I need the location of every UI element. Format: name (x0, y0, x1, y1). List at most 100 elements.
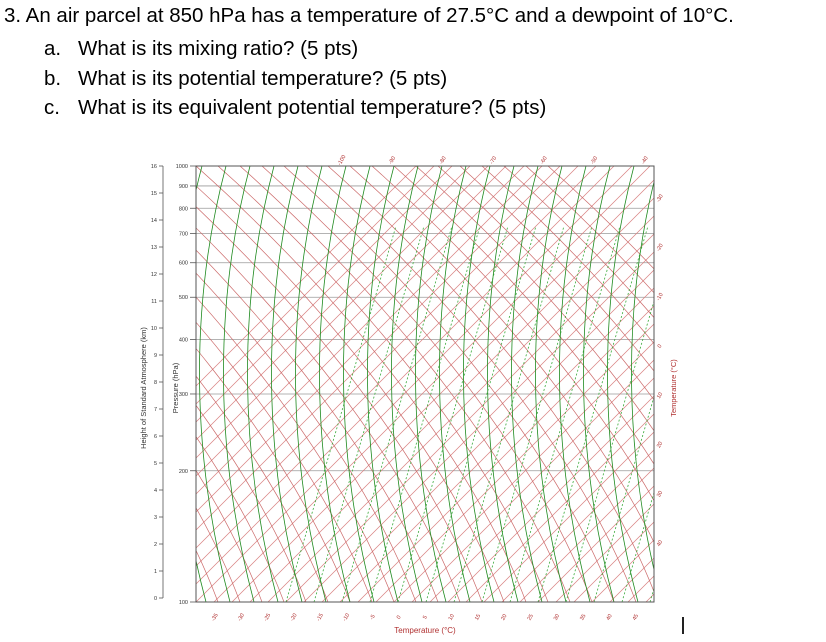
isotherm-line (196, 166, 579, 549)
right-temperature-tick-label: 10 (656, 392, 664, 400)
isotherm-line (196, 166, 489, 459)
isotherm-line (664, 166, 826, 602)
right-temperature-tick-label: -10 (656, 292, 665, 302)
bottom-temperature-tick-label: -30 (237, 613, 246, 623)
question-part-a: a. What is its mixing ratio? (5 pts) (44, 34, 546, 64)
isotherm-line (718, 166, 826, 602)
isotherm-line (196, 166, 453, 423)
part-letter: a. (44, 37, 62, 60)
moist-adiabat-line (415, 166, 447, 602)
pressure-tick-label: 400 (179, 338, 188, 344)
bottom-temperature-tick-label: 25 (527, 613, 535, 621)
pressure-tick-label: 500 (179, 295, 188, 301)
isotherm-line (447, 395, 654, 602)
pressure-tick-label: 600 (179, 261, 188, 267)
top-temperature-tick-label: -70 (489, 156, 498, 166)
isotherm-line (790, 166, 826, 602)
question-prompt: 3. An air parcel at 850 hPa has a temper… (4, 4, 734, 27)
dry-adiabat-line (196, 404, 307, 602)
isotherm-line (196, 166, 525, 495)
height-tick-label: 5 (154, 461, 157, 467)
isotherm-line (196, 166, 471, 441)
dry-adiabat-line (503, 166, 654, 319)
part-letter: b. (44, 66, 62, 90)
mixing-ratio-line (341, 225, 453, 602)
dry-adiabat-line (0, 166, 130, 602)
dry-adiabat-line (261, 166, 593, 602)
dry-adiabat-line (0, 166, 108, 602)
axis-ticks: 1002003004005006007008009001000012345678… (151, 154, 665, 622)
part-text: What is its potential temperature? (5 pt… (78, 66, 448, 90)
bottom-temperature-tick-label: 15 (474, 613, 482, 621)
isotherm-line (519, 467, 654, 602)
dry-adiabat-line (196, 470, 263, 602)
moist-adiabat-line (271, 166, 303, 602)
bottom-temperature-tick-label: 0 (396, 615, 403, 621)
isotherm-line (591, 539, 654, 602)
height-tick-label: 7 (154, 407, 157, 413)
moist-adiabat-line (223, 166, 255, 602)
height-tick-label: 9 (154, 353, 157, 359)
pressure-tick-label: 200 (179, 469, 188, 475)
isotherm-line (429, 377, 654, 602)
dry-adiabat-line (196, 507, 241, 602)
height-tick-label: 2 (154, 542, 157, 548)
question-parts: a. What is its mixing ratio? (5 pts) b. Wh… (44, 34, 546, 123)
isotherm-line (196, 166, 507, 477)
right-temperature-tick-label: -20 (656, 243, 665, 253)
isotherm-line (196, 166, 417, 387)
text-cursor (682, 617, 684, 634)
part-text: What is its equivalent potential tempera… (78, 96, 547, 119)
isotherm-line (375, 323, 654, 602)
mixing-ratio-line (649, 586, 654, 602)
pressure-axis-label: Pressure (hPa) (171, 362, 180, 413)
isotherm-line (196, 166, 561, 531)
pressure-tick-label: 300 (179, 392, 188, 398)
isotherm-line (700, 166, 826, 602)
height-tick-label: 3 (154, 515, 157, 521)
dry-adiabat-line (239, 166, 571, 602)
height-tick-label: 4 (154, 488, 157, 494)
mixing-ratio-line (593, 395, 654, 602)
moist-adiabat-line (511, 166, 543, 602)
bottom-temperature-tick-label: 10 (448, 613, 456, 621)
isotherm-line (483, 431, 654, 602)
isotherm-line (303, 251, 654, 602)
dry-adiabat-line (196, 272, 417, 602)
dry-adiabat-line (196, 601, 197, 602)
right-temperature-tick-label: -30 (656, 194, 665, 204)
moist-adiabat-line (247, 166, 279, 602)
isotherm-line (736, 166, 826, 602)
moist-adiabat-line (487, 166, 519, 602)
dry-adiabat-line (481, 166, 654, 345)
isotherm-line (411, 359, 654, 602)
top-temperature-tick-label: -50 (590, 156, 599, 166)
top-temperature-tick-label: -100 (337, 154, 348, 167)
dry-adiabat-line (196, 321, 373, 602)
pressure-tick-label: 700 (179, 232, 188, 238)
dry-adiabat-line (547, 166, 654, 270)
right-temperature-tick-label: 20 (656, 441, 664, 449)
moist-adiabat-line (391, 166, 423, 602)
top-temperature-tick-label: -40 (641, 156, 650, 166)
bottom-temperature-tick-label: -10 (342, 613, 351, 623)
bottom-temperature-tick-label: 35 (579, 613, 587, 621)
moist-adiabat-line (319, 166, 351, 602)
isotherm-line (321, 269, 654, 602)
mixing-ratio-line (509, 225, 621, 602)
bottom-temperature-tick-label: 30 (553, 613, 561, 621)
top-temperature-tick-label: -80 (439, 156, 448, 166)
isotherm-line (627, 575, 654, 602)
isotherm-line (267, 215, 654, 602)
isotherm-line (555, 503, 654, 602)
dry-adiabat-line (437, 166, 654, 401)
mixing-ratio-line (369, 225, 481, 602)
dry-adiabat-line (327, 166, 654, 593)
dry-adiabat-line (196, 436, 285, 602)
mixing-ratio-line (453, 225, 565, 602)
height-tick-label: 6 (154, 434, 157, 440)
isotherm-line (196, 166, 633, 602)
bottom-temperature-tick-label: -25 (263, 613, 272, 623)
dry-adiabat-line (196, 249, 439, 602)
